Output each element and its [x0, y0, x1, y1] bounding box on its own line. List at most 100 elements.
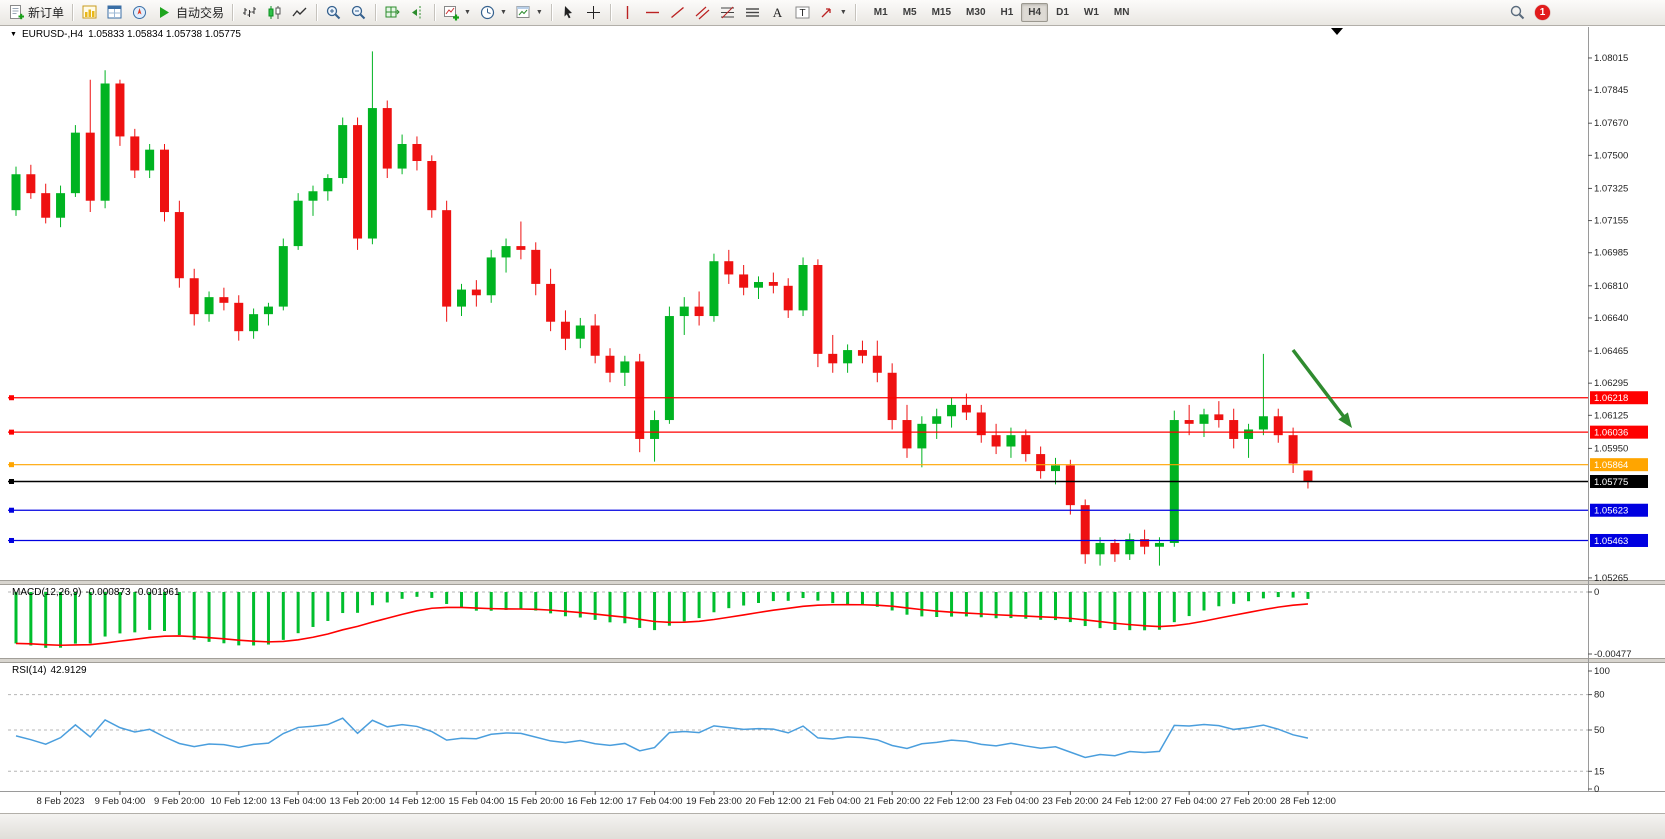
- svg-text:1.07500: 1.07500: [1594, 150, 1628, 161]
- navigator-button[interactable]: [128, 2, 151, 24]
- periods-button[interactable]: ▼: [476, 2, 510, 24]
- timeframe-m15-button[interactable]: M15: [931, 7, 952, 18]
- chevron-down-icon: ▼: [464, 9, 471, 16]
- toolbar-separator: [854, 4, 856, 21]
- horizontal-line-button[interactable]: [641, 2, 664, 24]
- chart-symbol-period: EURUSD-,H4: [21, 29, 84, 40]
- svg-text:28 Feb 12:00: 28 Feb 12:00: [1280, 796, 1336, 807]
- label-icon: T: [795, 6, 810, 19]
- new-order-button[interactable]: 新订单: [5, 2, 67, 24]
- collapse-triangle-icon[interactable]: ▼: [10, 31, 17, 38]
- templates-button[interactable]: ▼: [512, 2, 546, 24]
- auto-scroll-button[interactable]: [381, 2, 404, 24]
- price-tag-text: 1.05623: [1594, 506, 1628, 517]
- svg-text:13 Feb 04:00: 13 Feb 04:00: [270, 796, 326, 807]
- line-anchor-handle[interactable]: [9, 395, 14, 401]
- line-chart-type-icon: [292, 7, 307, 17]
- trend-arrow-annotation[interactable]: [1291, 348, 1352, 428]
- timeframe-m1-button[interactable]: M1: [873, 7, 888, 18]
- timeframe-h1-button[interactable]: H1: [1000, 7, 1014, 18]
- svg-text:15 Feb 04:00: 15 Feb 04:00: [448, 796, 504, 807]
- cursor-button[interactable]: [557, 2, 580, 24]
- equidistant-channel-icon: [695, 6, 710, 20]
- line-anchor-handle[interactable]: [9, 537, 14, 543]
- price-tag: [1590, 503, 1648, 517]
- new-chart-icon: [82, 5, 97, 19]
- rsi-indicator-label: RSI(14) 42.9129: [12, 665, 91, 676]
- notification-badge[interactable]: 1: [1535, 5, 1550, 20]
- crosshair-icon: [586, 6, 600, 19]
- chevron-down-icon: ▼: [535, 9, 543, 16]
- line-anchor-handle[interactable]: [9, 478, 14, 484]
- timeframe-m30-button[interactable]: M30: [966, 7, 986, 18]
- svg-text:16 Feb 12:00: 16 Feb 12:00: [567, 796, 623, 807]
- text-icon: A: [773, 5, 783, 20]
- arrows-button[interactable]: ▼: [816, 2, 850, 24]
- indicators-button[interactable]: ▼: [440, 2, 474, 24]
- chart-canvas[interactable]: 1.08015 1.07845 1.07670 1.07500 1.07325 1.071…: [0, 26, 1665, 813]
- svg-text:10 Feb 12:00: 10 Feb 12:00: [211, 796, 267, 807]
- svg-text:1.06985: 1.06985: [1594, 248, 1628, 259]
- chart-shift-button[interactable]: [406, 2, 429, 24]
- crosshair-button[interactable]: [582, 2, 605, 24]
- svg-text:100: 100: [1594, 666, 1610, 677]
- macd-indicator-label: MACD(12,26,9) -0.000873 -0.001961: [12, 587, 184, 598]
- timeframe-w1-button[interactable]: W1: [1083, 7, 1099, 18]
- svg-text:15: 15: [1594, 766, 1605, 777]
- shapes-button[interactable]: [741, 2, 764, 24]
- svg-text:1.06465: 1.06465: [1594, 346, 1628, 357]
- clock-icon: [480, 5, 495, 20]
- svg-text:1.06125: 1.06125: [1594, 410, 1628, 421]
- svg-text:1.06810: 1.06810: [1594, 281, 1628, 292]
- timeframe-h4-button[interactable]: H4: [1021, 3, 1049, 22]
- svg-text:1.08015: 1.08015: [1594, 53, 1628, 64]
- price-tag: [1590, 425, 1648, 439]
- horizontal-line-icon: [645, 11, 659, 14]
- candlestick-chart-type-button[interactable]: [263, 2, 286, 24]
- zoom-out-icon: [351, 5, 366, 20]
- price-tag: [1590, 391, 1648, 405]
- market-watch-button[interactable]: [103, 2, 126, 24]
- svg-text:27 Feb 04:00: 27 Feb 04:00: [1161, 796, 1217, 807]
- macd-main-value: -0.000873: [85, 587, 131, 598]
- equidistant-channel-button[interactable]: [691, 2, 714, 24]
- main-toolbar: 新订单 自动交易: [0, 0, 1665, 26]
- navigator-icon: [133, 6, 147, 19]
- chevron-down-icon: ▼: [839, 9, 847, 16]
- svg-text:19 Feb 23:00: 19 Feb 23:00: [686, 796, 742, 807]
- new-chart-button[interactable]: [78, 2, 101, 24]
- zoom-in-button[interactable]: [322, 2, 345, 24]
- zoom-in-icon: [326, 5, 341, 20]
- svg-text:20 Feb 12:00: 20 Feb 12:00: [745, 796, 801, 807]
- svg-text:80: 80: [1594, 690, 1605, 701]
- new-order-icon: [10, 5, 24, 20]
- search-button[interactable]: [1506, 2, 1529, 24]
- macd-signal-line: [15, 603, 1309, 647]
- line-anchor-handle[interactable]: [9, 462, 14, 468]
- svg-text:23 Feb 20:00: 23 Feb 20:00: [1042, 796, 1098, 807]
- timeframe-mn-button[interactable]: MN: [1113, 7, 1130, 18]
- chart-shift-icon: [412, 6, 421, 19]
- text-button[interactable]: A: [766, 2, 789, 24]
- timeframe-d1-button[interactable]: D1: [1056, 7, 1069, 18]
- label-button[interactable]: T: [791, 2, 814, 24]
- bar-chart-type-button[interactable]: [238, 2, 261, 24]
- timeframe-m5-button[interactable]: M5: [902, 7, 917, 18]
- chart-shift-marker[interactable]: [1331, 28, 1343, 35]
- auto-trading-button[interactable]: 自动交易: [153, 2, 227, 24]
- arrow-tool-icon: [821, 8, 831, 18]
- svg-text:23 Feb 04:00: 23 Feb 04:00: [983, 796, 1039, 807]
- toolbar-separator: [375, 4, 377, 21]
- zoom-out-button[interactable]: [347, 2, 370, 24]
- svg-text:14 Feb 12:00: 14 Feb 12:00: [389, 796, 445, 807]
- trendline-button[interactable]: [666, 2, 689, 24]
- time-axis-labels: 8 Feb 2023 9 Feb 04:00 9 Feb 20:00 10 Feb 1…: [37, 791, 1336, 807]
- line-chart-type-button[interactable]: [288, 2, 311, 24]
- templates-icon: [516, 6, 530, 18]
- line-anchor-handle[interactable]: [9, 507, 14, 513]
- line-anchor-handle[interactable]: [9, 429, 14, 435]
- fibonacci-button[interactable]: [716, 2, 739, 24]
- toolbar-separator: [232, 4, 234, 21]
- toolbar-separator: [550, 4, 552, 21]
- vertical-line-button[interactable]: [616, 2, 639, 24]
